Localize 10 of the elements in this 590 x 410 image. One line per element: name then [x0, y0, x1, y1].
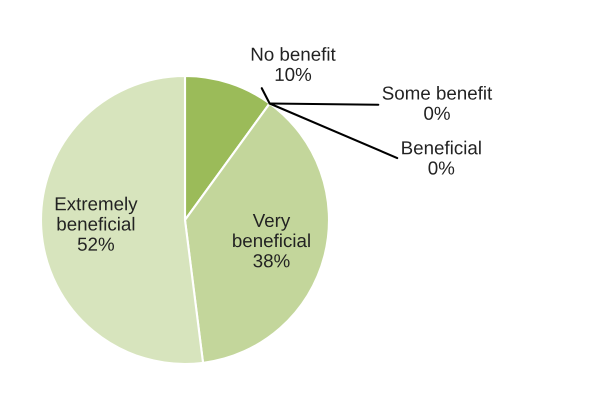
data-label: 10% — [276, 68, 312, 82]
slice-label: Extremely beneficial — [56, 196, 138, 231]
category-label: Some benefit — [382, 86, 492, 100]
slice-label: Very beneficial — [233, 214, 310, 248]
data-label: 52% — [78, 238, 114, 251]
category-label: Beneficial — [402, 140, 481, 154]
data-label: 38% — [253, 254, 290, 268]
slice-label: No benefit — [252, 47, 336, 61]
text: 0% — [424, 106, 450, 120]
text: 0% — [428, 161, 454, 175]
